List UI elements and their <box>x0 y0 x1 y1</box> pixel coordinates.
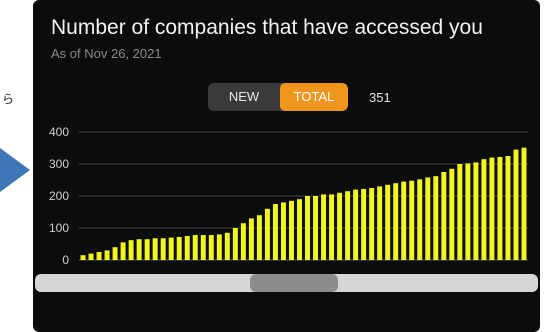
bar <box>473 162 479 260</box>
bar <box>272 204 278 260</box>
bar <box>345 191 351 260</box>
bar <box>120 242 126 260</box>
bar <box>425 177 431 260</box>
bar <box>521 147 527 260</box>
bar <box>385 184 391 260</box>
bar <box>152 238 158 260</box>
y-tick-label: 300 <box>49 157 69 171</box>
bar <box>417 179 423 260</box>
bar <box>232 228 238 260</box>
bar <box>409 180 415 260</box>
bar <box>88 253 94 260</box>
bar <box>288 200 294 260</box>
bar <box>489 157 495 260</box>
bar <box>457 164 463 260</box>
bar <box>441 172 447 260</box>
bar <box>513 149 519 260</box>
y-tick-label: 200 <box>49 189 69 203</box>
bar <box>481 159 487 260</box>
bar <box>200 235 206 260</box>
bar <box>104 250 110 260</box>
bar <box>329 194 335 260</box>
bar <box>465 163 471 260</box>
side-text: ら <box>2 92 15 106</box>
bar <box>280 202 286 260</box>
bar <box>393 183 399 260</box>
bar <box>369 188 375 260</box>
toggle-total-button[interactable]: TOTAL <box>280 83 348 111</box>
bar <box>112 247 118 260</box>
chart-panel: Number of companies that have accessed y… <box>33 0 540 332</box>
as-of-date: As of Nov 26, 2021 <box>51 46 162 61</box>
y-tick-label: 100 <box>49 221 69 235</box>
bar <box>240 223 246 260</box>
bar <box>208 235 214 260</box>
view-toggle: NEW TOTAL <box>208 83 348 111</box>
bar <box>313 196 319 260</box>
bar <box>184 236 190 260</box>
bar <box>176 236 182 260</box>
bar <box>497 156 503 260</box>
bar-chart: 0100200300400ctoct 8oct 15oct 22oct 29no… <box>49 125 528 287</box>
bar <box>361 188 367 260</box>
bar <box>160 238 166 260</box>
y-tick-label: 400 <box>49 125 69 139</box>
bar <box>136 239 142 260</box>
chart-scrollbar[interactable] <box>35 274 538 292</box>
bar <box>224 232 230 260</box>
page-title: Number of companies that have accessed y… <box>51 16 483 39</box>
bar <box>433 176 439 260</box>
bar <box>128 240 134 260</box>
bar <box>297 199 302 260</box>
bar <box>353 189 359 260</box>
total-count: 351 <box>369 90 391 105</box>
bar <box>80 255 86 260</box>
bar <box>337 192 343 260</box>
arrow-shape <box>0 148 30 192</box>
toggle-new-button[interactable]: NEW <box>228 89 260 104</box>
bar <box>377 186 383 260</box>
bar <box>321 194 327 260</box>
bar <box>449 168 455 260</box>
bar <box>168 237 174 260</box>
bar <box>248 218 254 260</box>
bar <box>216 234 222 260</box>
bar <box>401 181 407 260</box>
bar <box>505 156 511 260</box>
bar <box>305 196 310 260</box>
scrollbar-thumb[interactable] <box>250 274 338 292</box>
bar <box>96 252 102 260</box>
bar <box>144 239 150 260</box>
bar <box>264 208 270 260</box>
bar <box>192 235 198 260</box>
y-tick-label: 0 <box>62 253 69 267</box>
bar <box>256 215 262 260</box>
